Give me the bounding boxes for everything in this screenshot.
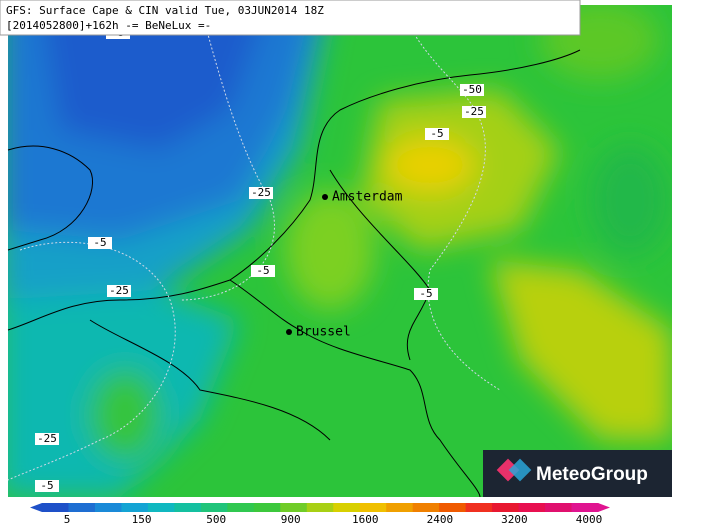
contour-label-box [462,106,486,118]
labels: -5-50-25-5-25-5-5-25-5-25-5AmsterdamBrus… [35,26,486,492]
colorbar-segment [121,503,149,512]
contour-label: -25 [109,284,129,297]
contour-label: -50 [462,83,482,96]
contour-label-box [425,128,449,140]
colorbar-segment [439,503,467,512]
contour-label: -25 [251,186,271,199]
city-name: Brussel [296,325,351,340]
colorbar-tick-label: 150 [132,513,152,526]
contour-label: -5 [40,479,53,492]
colorbar-segment [492,503,520,512]
contour-label-box [251,265,275,277]
border-be [229,279,481,498]
contour-label-box [35,433,59,445]
border-nl [329,169,431,361]
city-name: Amsterdam [332,190,403,205]
subtitle: [2014052800]+162h -= BeNeLux =- [6,19,211,32]
colorbar-segment [465,503,493,512]
colorbar-segment [200,503,228,512]
colorbar-tick-label: 1600 [352,513,379,526]
colorbar-segment [42,503,69,512]
borders [7,49,581,498]
colorbar-segment [94,503,122,512]
contour-label: -25 [37,432,57,445]
contour-label-box [35,480,59,492]
colorbar-segment [253,503,281,512]
coast-continent [7,49,581,331]
contour-label: -5 [93,236,106,249]
colorbar-segment [359,503,387,512]
contour-label-box [88,237,112,249]
colorbar-segment [280,503,308,512]
contour-label: -25 [464,105,484,118]
contour-label-box [414,288,438,300]
colorbar-segment [68,503,96,512]
colorbar-segment [571,503,599,512]
contour-label-box [107,285,131,297]
contour-label: -5 [419,287,432,300]
colorbar-segment [174,503,202,512]
colorbar-segment [333,503,361,512]
colorbar-tick-label: 4000 [576,513,603,526]
colorbar: 5 150 500 900 1600 2400 3200 4000 [30,503,610,526]
city-dot [286,329,292,335]
colorbar-segment [147,503,175,512]
colorbar-right-arrow [598,503,610,512]
border-fr [89,319,331,441]
colorbar-segment [227,503,255,512]
contour-label-box [460,84,484,96]
city-dot [322,194,328,200]
colorbar-tick-label: 3200 [501,513,528,526]
cape-field [8,5,672,497]
logo-text: MeteoGroup [536,464,648,485]
colorbar-segment [306,503,334,512]
title: GFS: Surface Cape & CIN valid Tue, 03JUN… [6,4,324,17]
colorbar-tick-label: 500 [206,513,226,526]
colorbar-left-arrow [30,503,42,512]
coast-uk [7,145,94,251]
colorbar-segment [412,503,440,512]
colorbar-tick-label: 5 [64,513,71,526]
colorbar-segment [545,503,573,512]
colorbar-segment [386,503,414,512]
logo-icon [496,458,532,482]
colorbar-tick-label: 2400 [427,513,454,526]
contour-label: -5 [256,264,269,277]
contour-label: -5 [430,127,443,140]
title-box [0,0,581,36]
contour-label-box [249,187,273,199]
colorbar-segment [518,503,546,512]
colorbar-tick-label: 900 [281,513,301,526]
